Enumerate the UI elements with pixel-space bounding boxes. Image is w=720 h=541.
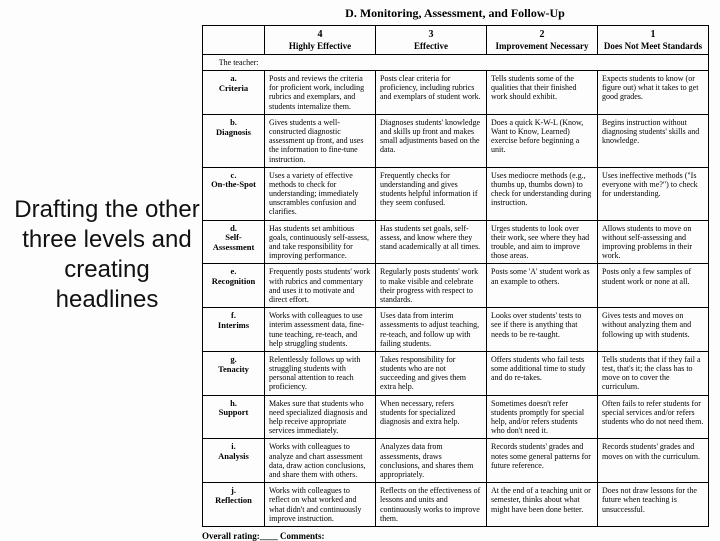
footer-text: Overall rating:____ Comments: [202, 531, 324, 541]
rubric-cell: At the end of a teaching unit or semeste… [487, 483, 598, 527]
rubric-cell: Posts and reviews the criteria for profi… [265, 71, 376, 115]
col-num: 2 [491, 29, 593, 41]
row-head: g.Tenacity [203, 351, 265, 395]
rubric-cell: Frequently checks for understanding and … [376, 167, 487, 220]
rubric-cell: Regularly posts students' work to make v… [376, 264, 487, 308]
row-name: Reflection [207, 496, 260, 506]
rubric-footer: Overall rating:____ Comments: [202, 527, 708, 541]
col-label: Does Not Meet Standards [602, 41, 704, 51]
row-name: Interims [207, 321, 260, 331]
rubric-cell: Expects students to know (or figure out)… [598, 71, 709, 115]
row-name: Support [207, 408, 260, 418]
row-name: Diagnosis [207, 128, 260, 138]
table-row: e.RecognitionFrequently posts students' … [203, 264, 709, 308]
teacher-label: The teacher: [203, 54, 265, 70]
rubric-cell: Gives tests and moves on without analyzi… [598, 308, 709, 352]
header-blank [203, 26, 265, 55]
rubric-cell: Sometimes doesn't refer students promptl… [487, 395, 598, 439]
rubric-cell: Tells students that if they fail a test,… [598, 351, 709, 395]
row-head: a.Criteria [203, 71, 265, 115]
rubric-table: 4 Highly Effective 3 Effective 2 Improve… [202, 25, 709, 527]
rubric-cell: Records students' grades and notes some … [487, 439, 598, 483]
rubric-cell: Has students set ambitious goals, contin… [265, 220, 376, 264]
rubric-section-title: D. Monitoring, Assessment, and Follow-Up [202, 6, 708, 21]
rubric-cell: Takes responsibility for students who ar… [376, 351, 487, 395]
row-name: Recognition [207, 277, 260, 287]
row-head: c.On-the-Spot [203, 167, 265, 220]
overlay-heading: Drafting the other three levels and crea… [12, 195, 202, 315]
rubric-cell: Relentlessly follows up with struggling … [265, 351, 376, 395]
row-head: d.Self-Assessment [203, 220, 265, 264]
rubric-cell: Uses data from interim assessments to ad… [376, 308, 487, 352]
row-name: Self-Assessment [207, 233, 260, 253]
table-row: h.SupportMakes sure that students who ne… [203, 395, 709, 439]
table-row: c.On-the-SpotUses a variety of effective… [203, 167, 709, 220]
header-row: 4 Highly Effective 3 Effective 2 Improve… [203, 26, 709, 55]
rubric-cell: Urges students to look over their work, … [487, 220, 598, 264]
rubric-cell: Uses a variety of effective methods to c… [265, 167, 376, 220]
row-name: Analysis [207, 452, 260, 462]
col-label: Improvement Necessary [491, 41, 593, 51]
col-num: 3 [380, 29, 482, 41]
rubric-cell: Records students' grades and moves on wi… [598, 439, 709, 483]
row-head: b.Diagnosis [203, 114, 265, 167]
rubric-table-region: D. Monitoring, Assessment, and Follow-Up… [202, 6, 708, 541]
row-head: h.Support [203, 395, 265, 439]
rubric-cell: Works with colleagues to reflect on what… [265, 483, 376, 527]
row-head: j.Reflection [203, 483, 265, 527]
col-head: 2 Improvement Necessary [487, 26, 598, 55]
rubric-cell: Allows students to move on without self-… [598, 220, 709, 264]
row-name: Tenacity [207, 365, 260, 375]
row-head: f.Interims [203, 308, 265, 352]
rubric-cell: Uses ineffective methods ("Is everyone w… [598, 167, 709, 220]
col-label: Effective [380, 41, 482, 51]
rubric-cell: Uses mediocre methods (e.g., thumbs up, … [487, 167, 598, 220]
rubric-cell: Works with colleagues to analyze and cha… [265, 439, 376, 483]
rubric-cell: Does not draw lessons for the future whe… [598, 483, 709, 527]
rubric-cell: Diagnoses students' knowledge and skills… [376, 114, 487, 167]
table-row: j.ReflectionWorks with colleagues to ref… [203, 483, 709, 527]
row-head: i.Analysis [203, 439, 265, 483]
rubric-cell: Frequently posts students' work with rub… [265, 264, 376, 308]
rubric-cell: Posts some 'A' student work as an exampl… [487, 264, 598, 308]
rubric-cell: Makes sure that students who need specia… [265, 395, 376, 439]
col-head: 3 Effective [376, 26, 487, 55]
rubric-cell: Offers students who fail tests some addi… [487, 351, 598, 395]
teacher-row: The teacher: [203, 54, 709, 70]
rubric-cell: Often fails to refer students for specia… [598, 395, 709, 439]
col-head: 4 Highly Effective [265, 26, 376, 55]
col-num: 1 [602, 29, 704, 41]
rubric-cell: Begins instruction without diagnosing st… [598, 114, 709, 167]
table-row: g.TenacityRelentlessly follows up with s… [203, 351, 709, 395]
rubric-cell: Works with colleagues to use interim ass… [265, 308, 376, 352]
row-name: On-the-Spot [207, 180, 260, 190]
rubric-cell: Reflects on the effectiveness of lessons… [376, 483, 487, 527]
rubric-cell: Tells students some of the qualities tha… [487, 71, 598, 115]
table-row: a.CriteriaPosts and reviews the criteria… [203, 71, 709, 115]
rubric-cell: Has students set goals, self-assess, and… [376, 220, 487, 264]
rubric-cell: Looks over students' tests to see if the… [487, 308, 598, 352]
col-label: Highly Effective [269, 41, 371, 51]
table-row: b.DiagnosisGives students a well-constru… [203, 114, 709, 167]
table-row: d.Self-AssessmentHas students set ambiti… [203, 220, 709, 264]
teacher-empty [265, 54, 709, 70]
table-row: f.InterimsWorks with colleagues to use i… [203, 308, 709, 352]
rubric-cell: Does a quick K-W-L (Know, Want to Know, … [487, 114, 598, 167]
rubric-cell: Posts clear criteria for proficiency, in… [376, 71, 487, 115]
rubric-cell: Posts only a few samples of student work… [598, 264, 709, 308]
table-row: i.AnalysisWorks with colleagues to analy… [203, 439, 709, 483]
row-name: Criteria [207, 84, 260, 94]
col-num: 4 [269, 29, 371, 41]
rubric-cell: Analyzes data from assessments, draws co… [376, 439, 487, 483]
rubric-cell: Gives students a well-constructed diagno… [265, 114, 376, 167]
row-head: e.Recognition [203, 264, 265, 308]
col-head: 1 Does Not Meet Standards [598, 26, 709, 55]
rubric-cell: When necessary, refers students for spec… [376, 395, 487, 439]
